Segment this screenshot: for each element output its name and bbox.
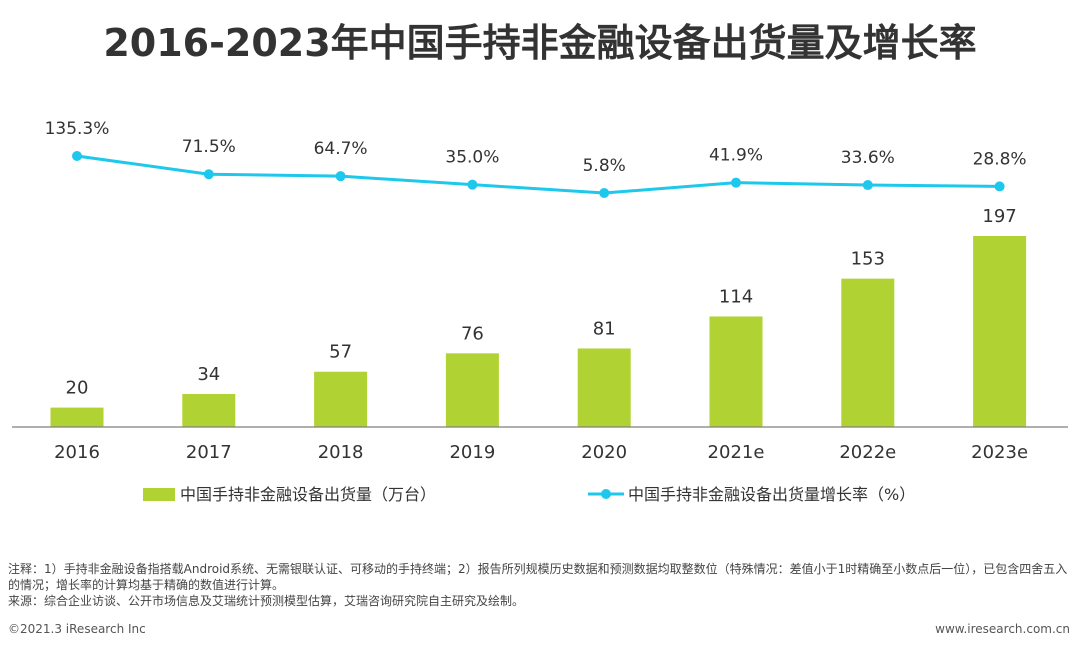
bar-value-label-2022e: 153 [851, 249, 885, 270]
legend-bar-label: 中国手持非金融设备出货量（万台） [180, 485, 436, 504]
growth-point-2018 [335, 171, 346, 182]
notes-line-1: 注释：1）手持非金融设备指搭载Android系统、无需银联认证、可移动的手持终端… [8, 562, 1068, 592]
growth-label-2018: 64.7% [314, 139, 368, 159]
footer-copyright: ©2021.3 iResearch Inc [8, 622, 146, 636]
x-tick-label-2019: 2019 [449, 442, 495, 463]
growth-point-2016 [72, 151, 82, 161]
legend-bar-swatch [143, 488, 175, 501]
bar-2018 [314, 371, 368, 427]
x-tick-label-2020: 2020 [581, 442, 627, 463]
x-tick-label-2022e: 2022e [839, 442, 896, 463]
x-tick-label-2018: 2018 [318, 442, 364, 463]
growth-point-2017 [203, 169, 214, 180]
notes: 注释：1）手持非金融设备指搭载Android系统、无需银联认证、可移动的手持终端… [8, 561, 1070, 609]
growth-label-2023e: 28.8% [973, 149, 1027, 169]
legend: 中国手持非金融设备出货量（万台） 中国手持非金融设备出货量增长率（%） [143, 485, 915, 504]
bar-2016 [50, 407, 104, 427]
growth-rate-line [76, 154, 1000, 195]
growth-label-2022e: 33.6% [841, 148, 895, 168]
legend-line-label: 中国手持非金融设备出货量增长率（%） [628, 485, 915, 504]
growth-line-layer: 135.3% 71.5% 64.7% 35.0% 5.8% 41.9% 33.6% 28.8% [45, 119, 1027, 198]
bar-2020 [577, 348, 631, 427]
growth-label-2021e: 41.9% [709, 146, 763, 166]
bar-2023e [973, 236, 1027, 427]
bar-value-label-2020: 81 [593, 318, 616, 339]
growth-label-2019: 35.0% [445, 148, 499, 168]
growth-point-2019 [467, 179, 478, 190]
legend-line-marker [601, 489, 611, 499]
growth-point-2021e [731, 177, 741, 188]
x-tick-layer: 2016 2017 2018 2019 2020 2021e 2022e 2023e [54, 442, 1028, 463]
bar-value-label-2023e: 197 [982, 206, 1016, 227]
chart-svg: 20 34 57 76 81 114 153 197 135.3% 71.5% 64.7% 35.0… [12, 119, 1068, 504]
growth-label-2017: 71.5% [182, 137, 236, 157]
bar-2021e [709, 316, 763, 427]
footer-website: www.iresearch.com.cn [935, 622, 1070, 636]
bar-value-label-2021e: 114 [719, 286, 753, 307]
x-tick-label-2023e: 2023e [971, 442, 1028, 463]
x-tick-label-2017: 2017 [186, 442, 232, 463]
growth-point-2022e [862, 180, 873, 191]
notes-line-2: 来源：综合企业访谈、公开市场信息及艾瑞统计预测模型估算，艾瑞咨询研究院自主研究及… [8, 594, 525, 608]
bar-value-label-2016: 20 [66, 378, 89, 399]
chart-title: 2016-2023年中国手持非金融设备出货量及增长率 [103, 21, 977, 65]
x-tick-label-2016: 2016 [54, 442, 100, 463]
bar-value-label-2017: 34 [197, 364, 220, 385]
bar-2022e [841, 278, 895, 427]
x-tick-label-2021e: 2021e [708, 442, 765, 463]
bar-2017 [182, 394, 236, 427]
growth-label-2016: 135.3% [45, 119, 110, 139]
bar-2019 [445, 353, 499, 427]
growth-label-2020: 5.8% [583, 156, 626, 176]
growth-point-2020 [599, 188, 610, 198]
growth-point-2023e [994, 181, 1005, 192]
bar-value-label-2019: 76 [461, 323, 484, 344]
bars-layer: 20 34 57 76 81 114 153 197 [50, 206, 1027, 427]
bar-value-label-2018: 57 [329, 342, 352, 363]
